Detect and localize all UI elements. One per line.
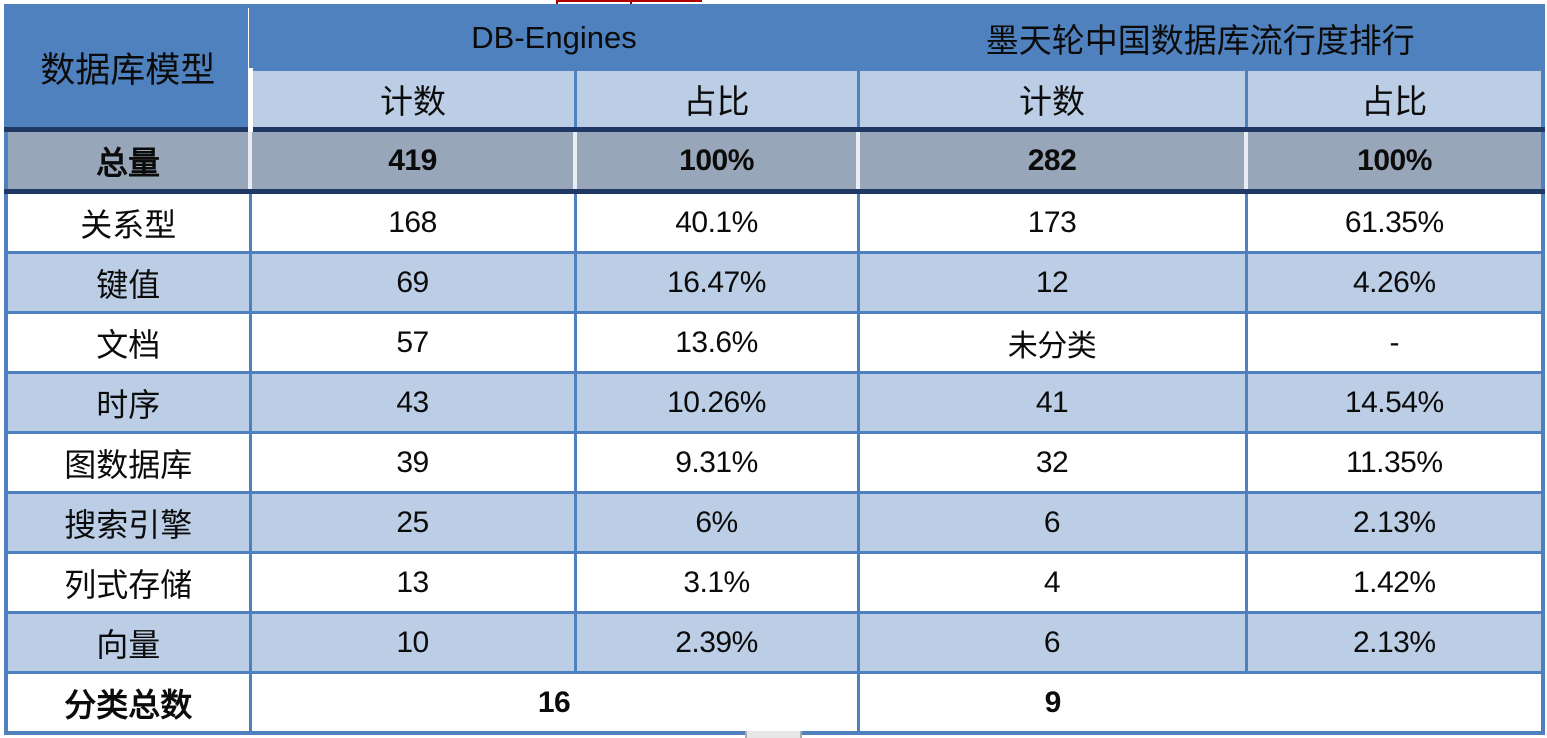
cell-modb-count: 6 <box>856 611 1248 674</box>
subheader-modb-share: 占比 <box>1244 68 1545 131</box>
subheader-modb-count: 计数 <box>856 68 1248 131</box>
cell-dbengines-count: 25 <box>248 491 577 554</box>
row-label: 图数据库 <box>4 431 252 494</box>
subheader-dbengines-share: 占比 <box>573 68 860 131</box>
row-label: 关系型 <box>4 190 252 254</box>
cell-modb-count: 173 <box>856 190 1248 254</box>
row-label-total: 总量 <box>4 127 252 194</box>
table-row: 搜索引擎 25 6% 6 2.13% <box>4 491 1545 554</box>
row-label: 向量 <box>4 611 252 674</box>
column-header-database-model: 数据库模型 <box>4 4 252 131</box>
cell-modb-count: 6 <box>856 491 1248 554</box>
gray-artifact-sliver <box>745 731 802 738</box>
cell-dbengines-share: 40.1% <box>573 190 860 254</box>
cell-total-modb-count: 282 <box>856 127 1248 194</box>
table-row: 键值 69 16.47% 12 4.26% <box>4 251 1545 314</box>
cell-dbengines-count: 69 <box>248 251 577 314</box>
row-label: 文档 <box>4 311 252 374</box>
table-row: 文档 57 13.6% 未分类 - <box>4 311 1545 374</box>
cell-dbengines-count: 39 <box>248 431 577 494</box>
row-label: 时序 <box>4 371 252 434</box>
cell-empty <box>1246 671 1545 735</box>
cell-modb-share: - <box>1244 311 1545 374</box>
red-artifact-line <box>556 0 702 2</box>
cell-modb-share: 11.35% <box>1244 431 1545 494</box>
cell-modb-share: 61.35% <box>1244 190 1545 254</box>
group-header-db-engines: DB-Engines <box>248 4 860 71</box>
cell-modb-count: 未分类 <box>856 311 1248 374</box>
cell-modb-share: 2.13% <box>1244 491 1545 554</box>
cell-modb-category-total: 9 <box>856 671 1247 735</box>
cell-dbengines-share: 16.47% <box>573 251 860 314</box>
table-row: 关系型 168 40.1% 173 61.35% <box>4 190 1545 254</box>
cell-dbengines-count: 13 <box>248 551 577 614</box>
table-row-total: 总量 419 100% 282 100% <box>4 127 1545 194</box>
cell-modb-count: 4 <box>856 551 1248 614</box>
cell-dbengines-share: 2.39% <box>573 611 860 674</box>
table-row: 图数据库 39 9.31% 32 11.35% <box>4 431 1545 494</box>
cell-modb-count: 41 <box>856 371 1248 434</box>
cell-dbengines-count: 43 <box>248 371 577 434</box>
cell-dbengines-share: 13.6% <box>573 311 860 374</box>
subheader-dbengines-count: 计数 <box>247 68 577 131</box>
row-label: 键值 <box>4 251 252 314</box>
row-label: 列式存储 <box>4 551 252 614</box>
table-row: 列式存储 13 3.1% 4 1.42% <box>4 551 1545 614</box>
cell-total-dbengines-share: 100% <box>572 127 860 194</box>
cell-modb-count: 12 <box>856 251 1248 314</box>
red-artifact-tick <box>556 0 558 6</box>
cell-modb-share: 14.54% <box>1244 371 1545 434</box>
table-row: 向量 10 2.39% 6 2.13% <box>4 611 1545 674</box>
cell-total-modb-share: 100% <box>1244 127 1545 194</box>
cell-dbengines-share: 10.26% <box>573 371 860 434</box>
row-label-category-totals: 分类总数 <box>4 671 252 735</box>
group-header-row: 数据库模型 DB-Engines 墨天轮中国数据库流行度排行 <box>4 4 1545 131</box>
row-label: 搜索引擎 <box>4 491 252 554</box>
cell-modb-count: 32 <box>856 431 1248 494</box>
cell-dbengines-count: 57 <box>248 311 577 374</box>
sub-header-row: 计数 占比 计数 占比 <box>6 68 1545 131</box>
cell-modb-share: 4.26% <box>1244 251 1545 314</box>
cell-total-dbengines-count: 419 <box>248 127 577 194</box>
cell-dbengines-category-total: 16 <box>248 671 860 735</box>
table-row: 时序 43 10.26% 41 14.54% <box>4 371 1545 434</box>
table-row-category-totals: 分类总数 16 9 <box>4 671 1545 735</box>
cell-dbengines-share: 6% <box>573 491 860 554</box>
database-model-comparison-table: 数据库模型 DB-Engines 墨天轮中国数据库流行度排行 计数 占比 计数 … <box>4 4 1546 735</box>
cell-dbengines-count: 10 <box>248 611 577 674</box>
cell-dbengines-share: 3.1% <box>573 551 860 614</box>
cell-modb-share: 2.13% <box>1244 611 1545 674</box>
cell-dbengines-share: 9.31% <box>573 431 860 494</box>
cell-dbengines-count: 168 <box>248 190 577 254</box>
group-header-modb-ranking: 墨天轮中国数据库流行度排行 <box>856 4 1545 71</box>
cell-modb-share: 1.42% <box>1244 551 1545 614</box>
red-artifact-tick <box>630 0 632 6</box>
